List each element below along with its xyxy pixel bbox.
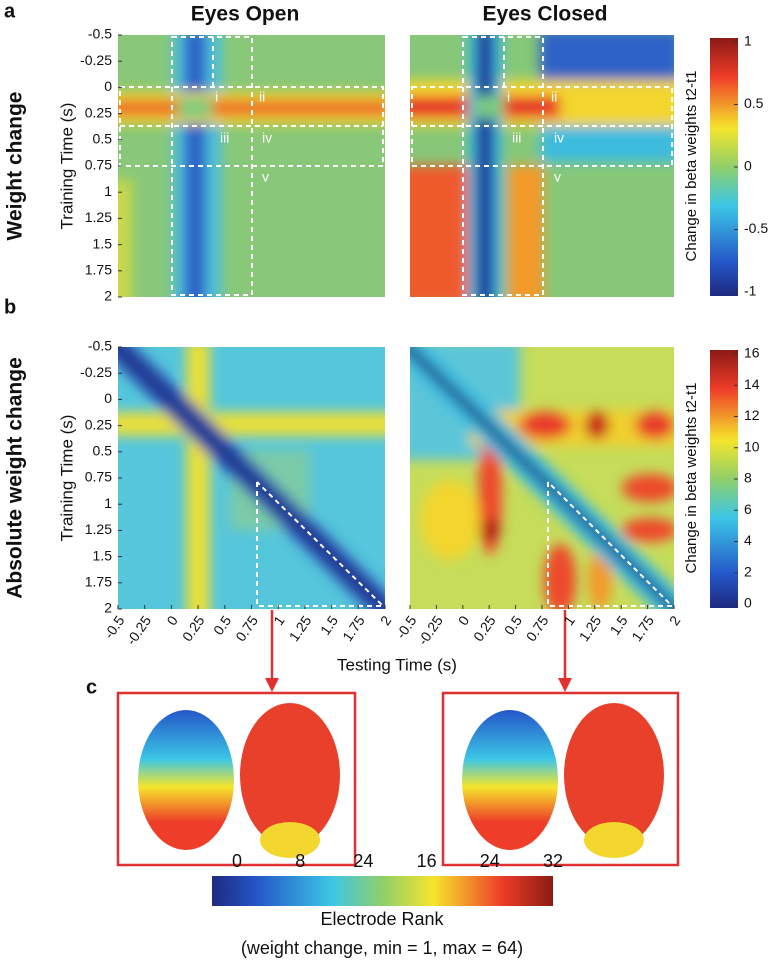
colorbar-tick-label: 8 (295, 851, 305, 871)
y-tick-label: -0.25 (80, 364, 112, 380)
x-tick-label: 0.25 (470, 612, 499, 644)
colorbar-tick-label: 32 (543, 851, 563, 871)
annotation: ii (259, 89, 265, 105)
annotation: v (554, 169, 561, 185)
colorbar-a (710, 38, 738, 296)
annotation: iv (554, 130, 564, 146)
annotation: i (215, 89, 218, 105)
y-tick-label: 0.5 (93, 131, 113, 147)
heatmap-a-open (118, 35, 385, 297)
x-tick-label: 0.5 (210, 612, 234, 637)
colorbar-c (212, 876, 553, 906)
y-tick-label: -0.5 (88, 338, 112, 354)
x-tick-label: 0 (163, 613, 181, 629)
y-tick-label: 1.75 (85, 262, 112, 278)
row-label: Absolute weight change (4, 357, 27, 599)
colorbar-label: Electrode Rank (320, 909, 444, 929)
colorbar-label: Change in beta weights t2-t1 (683, 71, 700, 262)
column-title: Eyes Open (191, 3, 300, 26)
panel-label: b (4, 296, 16, 318)
x-tick-label: 2 (666, 613, 684, 629)
colorbar-tick-label: 14 (744, 376, 760, 392)
y-tick-label: -0.5 (88, 26, 112, 42)
x-tick-label: 0 (455, 613, 473, 629)
colorbar-tick-label: 1 (744, 33, 752, 49)
x-tick-label: 0.75 (523, 612, 552, 644)
x-tick-label: 1.75 (339, 612, 368, 644)
y-tick-label: 0.75 (85, 157, 112, 173)
colorbar-tick-label: 10 (744, 438, 760, 454)
x-tick-label: -0.25 (123, 613, 155, 648)
panel-label: c (86, 676, 97, 698)
x-tick-label: 2 (377, 613, 395, 629)
colorbar-tick-label: 0.5 (744, 95, 764, 111)
annotation: ii (551, 89, 557, 105)
colorbar-note: (weight change, min = 1, max = 64) (241, 938, 523, 958)
x-axis-label: Testing Time (s) (337, 655, 457, 674)
annotation: i (507, 89, 510, 105)
x-tick-label: 0.25 (179, 612, 208, 644)
row-label: Weight change (4, 92, 27, 241)
colorbar-tick-label: 2 (744, 563, 752, 579)
colorbar-tick-label: 4 (744, 532, 752, 548)
x-tick-label: 0.5 (501, 612, 525, 637)
y-tick-label: 0.75 (85, 469, 112, 485)
colorbar-label: Change in beta weights t2-t1 (683, 383, 700, 574)
y-tick-label: 1.25 (85, 209, 112, 225)
colorbar-tick-label: 16 (417, 851, 437, 871)
x-tick-label: 1.75 (628, 612, 657, 644)
colorbar-tick-label: 16 (744, 345, 760, 361)
colorbar-tick-label: 6 (744, 501, 752, 517)
y-tick-label: 1.5 (93, 235, 113, 251)
y-tick-label: -0.25 (80, 52, 112, 68)
annotation: iv (262, 130, 272, 146)
x-tick-label: 1.5 (317, 612, 341, 637)
annotation: iii (220, 130, 229, 146)
dashed-boxes (119, 36, 675, 607)
heatmap-b-closed (410, 347, 674, 609)
x-tick-label: 1.5 (606, 612, 630, 637)
colorbar-tick-label: 0 (232, 851, 242, 871)
colorbar-tick-label: 24 (480, 851, 500, 871)
colorbar-b (710, 350, 738, 608)
y-tick-label: 2 (104, 600, 112, 616)
colorbar-tick-label: 0 (744, 158, 752, 174)
colorbar-tick-label: -1 (744, 283, 757, 299)
y-tick-label: 1.5 (93, 547, 113, 563)
y-tick-label: 1 (104, 495, 112, 511)
y-tick-label: 0 (104, 390, 112, 406)
colorbar-tick-label: 12 (744, 407, 760, 423)
y-tick-label: 0.5 (93, 443, 113, 459)
colorbar-tick-label: 24 (353, 851, 373, 871)
x-tick-label: 1.25 (286, 612, 315, 644)
y-tick-label: 0 (104, 78, 112, 94)
y-axis-label: Training Time (s) (57, 415, 76, 542)
colorbar-tick-label: 0 (744, 595, 752, 611)
y-tick-label: 2 (104, 288, 112, 304)
y-axis-label: Training Time (s) (57, 103, 76, 230)
annotation: v (262, 169, 269, 185)
y-tick-label: 1.25 (85, 521, 112, 537)
y-tick-label: 1 (104, 183, 112, 199)
colorbar-tick-label: 8 (744, 470, 752, 486)
y-tick-label: 1.75 (85, 574, 112, 590)
x-tick-label: -0.25 (414, 613, 446, 648)
annotation: iii (512, 130, 521, 146)
colorbar-tick-label: -0.5 (744, 220, 768, 236)
x-tick-label: 0.75 (232, 612, 261, 644)
y-tick-label: 0.25 (85, 104, 112, 120)
x-tick-label: 1.25 (576, 612, 605, 644)
y-tick-label: 0.25 (85, 416, 112, 432)
topography-panel (116, 610, 680, 867)
x-tick-label: 1 (560, 613, 578, 629)
panel-label: a (4, 0, 16, 22)
heatmap-a-closed (410, 35, 674, 297)
heatmap-b-open (118, 347, 385, 609)
column-title: Eyes Closed (483, 3, 608, 26)
